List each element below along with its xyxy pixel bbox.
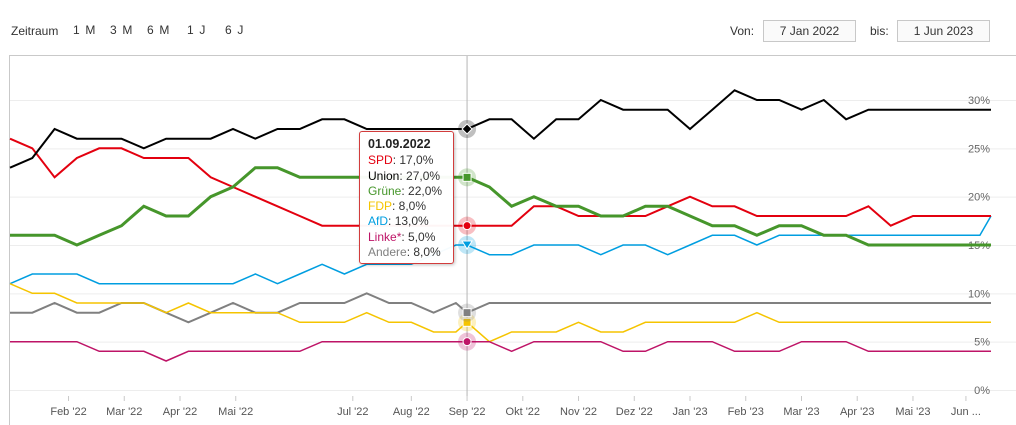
from-label: Von: <box>730 24 755 38</box>
x-tick-label: Jul '22 <box>337 406 368 418</box>
x-tick-label: Feb '22 <box>50 406 86 418</box>
y-tick-label: 5% <box>974 337 990 349</box>
tooltip-value-afd: 13,0% <box>394 214 429 229</box>
marker-union <box>461 123 473 135</box>
chart-frame <box>9 55 1016 425</box>
x-tick-label: Mar '23 <box>783 406 819 418</box>
x-tick-label: Nov '22 <box>560 406 597 418</box>
tooltip-row-union: Union: 27,0% <box>368 168 441 183</box>
marker-spd <box>462 221 472 231</box>
range-button-1j[interactable]: 1 J <box>187 23 207 37</box>
tooltip-value-andere: 8,0% <box>413 245 441 260</box>
tooltip-label-gruene: Grüne <box>368 183 402 198</box>
to-date-input[interactable]: 1 Jun 2023 <box>897 20 990 42</box>
series-line-fdp <box>9 283 991 343</box>
tooltip-row-gruene: Grüne: 22,0% <box>368 183 443 198</box>
tooltip-value-gruene: 22,0% <box>408 183 443 198</box>
tooltip-row-afd: AfD: 13,0% <box>368 214 429 229</box>
range-button-6j[interactable]: 6 J <box>225 23 245 37</box>
marker-grne <box>462 172 472 182</box>
tooltip-label-linke: Linke* <box>368 229 402 244</box>
x-tick-label: Jan '23 <box>672 406 707 418</box>
series-line-grne <box>10 166 991 247</box>
series-line-andere <box>10 292 991 324</box>
tooltip-label-andere: Andere <box>368 245 407 260</box>
tooltip-label-union: Union <box>368 168 400 183</box>
series-line-spd <box>9 137 991 227</box>
tooltip-label-afd: AfD <box>368 214 389 229</box>
series-line-union <box>9 89 991 169</box>
y-tick-label: 25% <box>968 143 990 155</box>
range-button-1m[interactable]: 1 M <box>73 23 97 37</box>
tooltip-value-fdp: 8,0% <box>398 199 427 214</box>
tooltip-date: 01.09.2022 <box>368 137 431 151</box>
marker-linke <box>462 337 472 347</box>
x-tick-label: Feb '23 <box>728 406 764 418</box>
tooltip: 01.09.2022 SPD: 17,0% Union: 27,0% Grüne… <box>359 131 454 264</box>
y-tick-label: 10% <box>968 288 990 300</box>
y-tick-label: 0% <box>974 385 990 397</box>
x-tick-label: Mai '23 <box>895 406 930 418</box>
series-lines <box>9 89 992 362</box>
x-tick-label: Mai '22 <box>218 406 253 418</box>
marker-fdp <box>462 317 472 327</box>
x-tick-label: Apr '23 <box>840 406 875 418</box>
tooltip-label-spd: SPD <box>368 153 393 168</box>
x-tick-label: Mar '22 <box>106 406 142 418</box>
x-tick-label: Dez '22 <box>616 406 653 418</box>
x-tick-label: Jun ... <box>951 406 981 418</box>
range-button-6m[interactable]: 6 M <box>147 23 171 37</box>
y-axis-labels: 0%5%10%15%20%25%30% <box>968 95 990 397</box>
x-tick-label: Okt '22 <box>506 406 541 418</box>
x-tick-label: Aug '22 <box>393 406 430 418</box>
marker-afd <box>461 240 473 250</box>
tooltip-value-linke: 5,0% <box>408 229 436 244</box>
tooltip-value-spd: 17,0% <box>399 153 434 168</box>
to-label: bis: <box>870 24 889 38</box>
series-line-linke <box>10 340 991 362</box>
from-date-input[interactable]: 7 Jan 2022 <box>763 20 856 42</box>
range-label: Zeitraum <box>11 24 59 38</box>
tooltip-value-union: 27,0% <box>406 168 441 183</box>
x-tick-label: Apr '22 <box>163 406 198 418</box>
tooltip-row-linke: Linke*: 5,0% <box>368 229 436 244</box>
y-tick-label: 30% <box>968 95 990 107</box>
y-tick-label: 20% <box>968 192 990 204</box>
tooltip-row-spd: SPD: 17,0% <box>368 153 434 168</box>
tooltip-label-fdp: FDP <box>368 199 392 214</box>
tooltip-row-fdp: FDP: 8,0% <box>368 199 427 214</box>
marker-andere <box>462 308 472 318</box>
x-tick-label: Sep '22 <box>449 406 486 418</box>
x-axis-labels: Feb '22 Mar '22 Apr '22 Mai '22 Jul '22 Aug '… <box>50 396 981 418</box>
grid-lines <box>10 100 1016 391</box>
range-button-3m[interactable]: 3 M <box>110 23 134 37</box>
hover-markers <box>458 120 477 351</box>
tooltip-row-andere: Andere: 8,0% <box>368 245 441 260</box>
toolbar: Zeitraum 1 M 3 M 6 M 1 J 6 J Von: 7 Jan … <box>0 0 1016 56</box>
